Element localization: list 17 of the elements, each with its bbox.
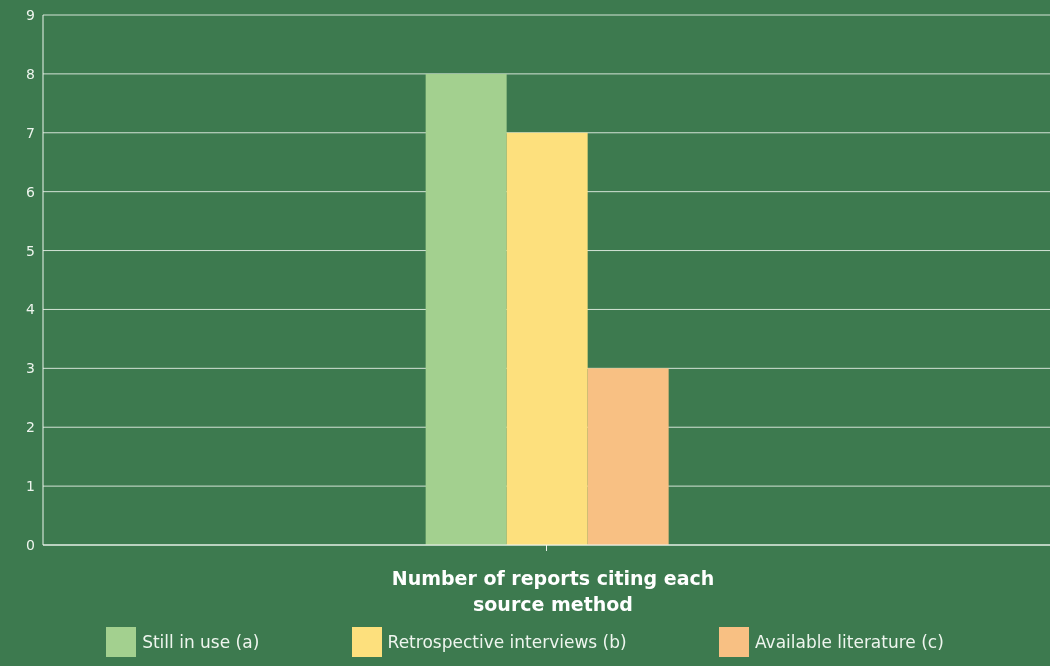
y-tick-label: 0 [26,536,35,553]
bar [506,132,588,545]
y-tick-label: 7 [26,124,35,141]
legend-label: Still in use (a) [142,632,260,652]
y-tick-label: 9 [26,6,35,23]
y-tick-label: 3 [26,360,35,377]
y-tick-label: 8 [26,65,35,82]
bar [425,73,507,545]
y-tick-label: 6 [26,183,36,200]
y-tick-label: 4 [26,301,36,318]
legend-label: Available literature (c) [754,632,944,652]
bar [587,368,669,545]
y-tick-label: 2 [26,419,35,436]
y-tick-label: 1 [26,478,35,495]
legend-label: Retrospective interviews (b) [387,632,627,652]
x-axis-title: Number of reports citing each source method [390,566,716,617]
y-tick-label: 5 [26,242,35,259]
